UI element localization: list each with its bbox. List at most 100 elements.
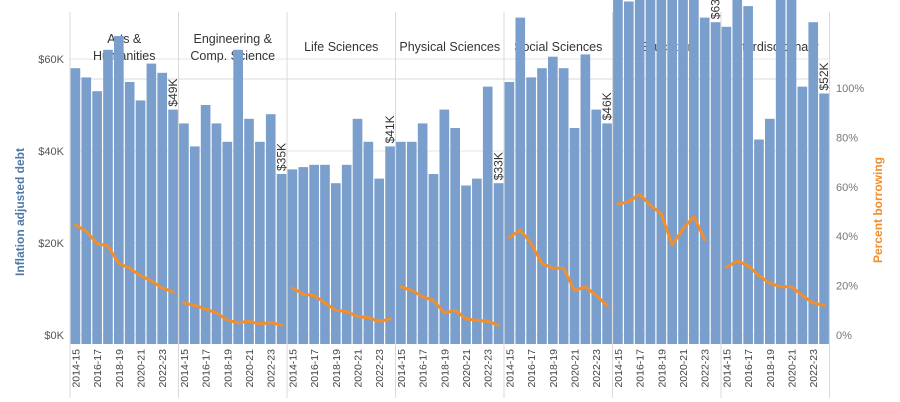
x-tick-label: 2022-23: [808, 349, 820, 388]
y-right-tick-label: 20%: [836, 281, 858, 293]
bar: [689, 0, 699, 344]
bar: [244, 118, 254, 344]
bar: [775, 0, 786, 345]
end-value-label: $63K: [709, 0, 723, 19]
bar: [103, 49, 113, 345]
bar: [135, 100, 146, 345]
bar: [211, 123, 222, 345]
bar: [92, 91, 102, 344]
x-tick-label: 2018-19: [765, 349, 777, 388]
x-tick-label: 2020-21: [353, 349, 365, 388]
panel-title: Arts &: [107, 32, 142, 46]
panel-title: Engineering &: [193, 32, 272, 46]
bar: [352, 118, 363, 344]
bar: [678, 0, 688, 345]
bar: [81, 77, 92, 345]
bar: [537, 68, 547, 344]
y-right-tick-label: 80%: [836, 132, 858, 144]
panel-1: Engineering & Comp. Science $35K 2014-15 201…: [179, 32, 289, 388]
x-tick-label: 2014-15: [70, 349, 82, 388]
x-tick-label: 2018-19: [439, 349, 451, 388]
x-tick-label: 2020-21: [461, 349, 473, 388]
percent-line: [616, 192, 707, 247]
bar: [699, 17, 710, 344]
end-value-label: $46K: [600, 92, 614, 120]
x-tick-label: 2022-23: [483, 349, 495, 388]
y-left-tick-label: $20K: [38, 238, 64, 250]
bar: [580, 54, 591, 345]
x-tick-label: 2022-23: [700, 349, 712, 388]
bar: [558, 68, 569, 344]
x-tick-label: 2018-19: [222, 349, 234, 388]
x-tick-label: 2022-23: [591, 349, 603, 388]
bar: [634, 0, 645, 344]
y-right-axis-title: Percent borrowing: [871, 157, 885, 263]
percent-line: [73, 223, 175, 294]
bar: [569, 128, 580, 344]
bar: [114, 36, 124, 344]
bar: [602, 123, 612, 345]
bar: [819, 93, 829, 344]
bar: [124, 82, 135, 344]
bar: [808, 22, 819, 344]
bar: [146, 63, 157, 344]
y-right-tick-label: 60%: [836, 182, 858, 194]
bar: [331, 183, 341, 344]
end-value-label: $49K: [166, 79, 180, 107]
bar: [255, 141, 265, 344]
bar: [406, 141, 417, 344]
panel-title: Physical Sciences: [399, 40, 500, 54]
bar: [472, 178, 482, 344]
panel-title: Comp. Science: [190, 49, 275, 63]
bar: [645, 0, 656, 344]
x-tick-label: 2020-21: [570, 349, 582, 388]
panel-3: Physical Sciences $33K 2014-15 2016-17 2018-…: [396, 40, 506, 388]
bar: [548, 56, 558, 344]
percent-line: [290, 286, 392, 323]
bar: [623, 1, 634, 344]
bar: [439, 109, 450, 344]
x-tick-label: 2016-17: [309, 349, 321, 388]
bar: [710, 22, 721, 344]
end-value-label: $52K: [817, 62, 831, 90]
y-right-tick-label: 100%: [836, 83, 864, 95]
bar: [743, 6, 753, 344]
x-tick-label: 2022-23: [157, 349, 169, 388]
x-tick-label: 2018-19: [548, 349, 560, 388]
bar: [200, 105, 211, 344]
y-left-tick-label: $60K: [38, 54, 64, 66]
x-tick-label: 2018-19: [331, 349, 343, 388]
bar: [515, 17, 526, 344]
bar: [363, 141, 374, 344]
percent-line: [724, 259, 826, 307]
bar: [428, 174, 439, 344]
bar: [309, 164, 319, 344]
x-tick-label: 2014-15: [287, 349, 299, 388]
bar: [754, 139, 764, 344]
bar: [70, 68, 81, 344]
x-tick-label: 2014-15: [179, 349, 191, 388]
bar: [656, 0, 667, 344]
y-right-tick-label: 0%: [836, 330, 852, 342]
bar: [233, 49, 243, 345]
bar: [526, 77, 536, 345]
percent-line: [182, 301, 284, 327]
bar: [265, 114, 276, 344]
y-left-tick-label: $0K: [44, 330, 64, 342]
percent-line: [507, 228, 609, 307]
bar: [493, 183, 504, 344]
x-tick-label: 2016-17: [635, 349, 647, 388]
bar: [765, 118, 775, 344]
bar: [385, 146, 395, 344]
panel-4: Social Sciences $46K 2014-15 2016-17 2018-19…: [504, 17, 614, 388]
x-tick-label: 2018-19: [114, 349, 126, 388]
bar: [276, 174, 287, 344]
x-tick-label: 2020-21: [787, 349, 799, 388]
panel-title: Interdisciplinary: [732, 40, 820, 54]
bar: [450, 128, 460, 344]
bar: [732, 0, 743, 344]
bar: [287, 169, 298, 344]
x-tick-label: 2016-17: [526, 349, 538, 388]
